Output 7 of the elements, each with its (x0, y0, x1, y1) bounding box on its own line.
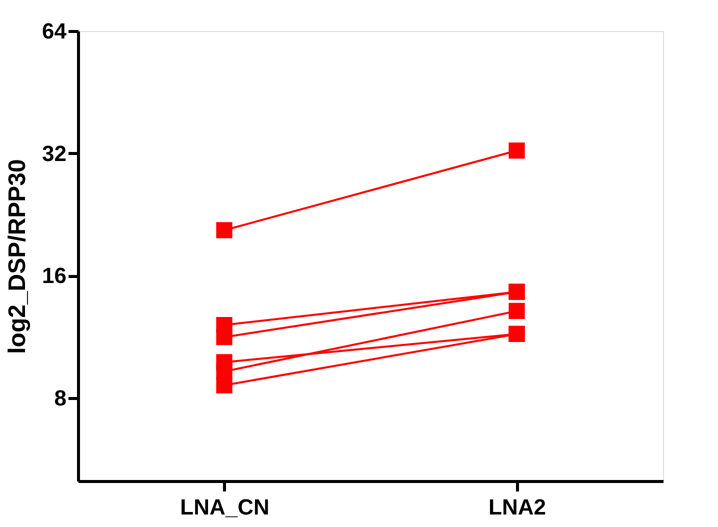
x-tick-label: LNA2 (488, 494, 546, 520)
x-tick-label: LNA_CN (180, 494, 270, 520)
y-tick-label: 8 (54, 386, 66, 411)
y-tick-label: 64 (42, 18, 68, 44)
y-axis-title: log2_DSP/RPP30 (4, 159, 32, 354)
y-tick-label: 16 (42, 263, 66, 288)
y-tick-label: 32 (42, 140, 66, 166)
